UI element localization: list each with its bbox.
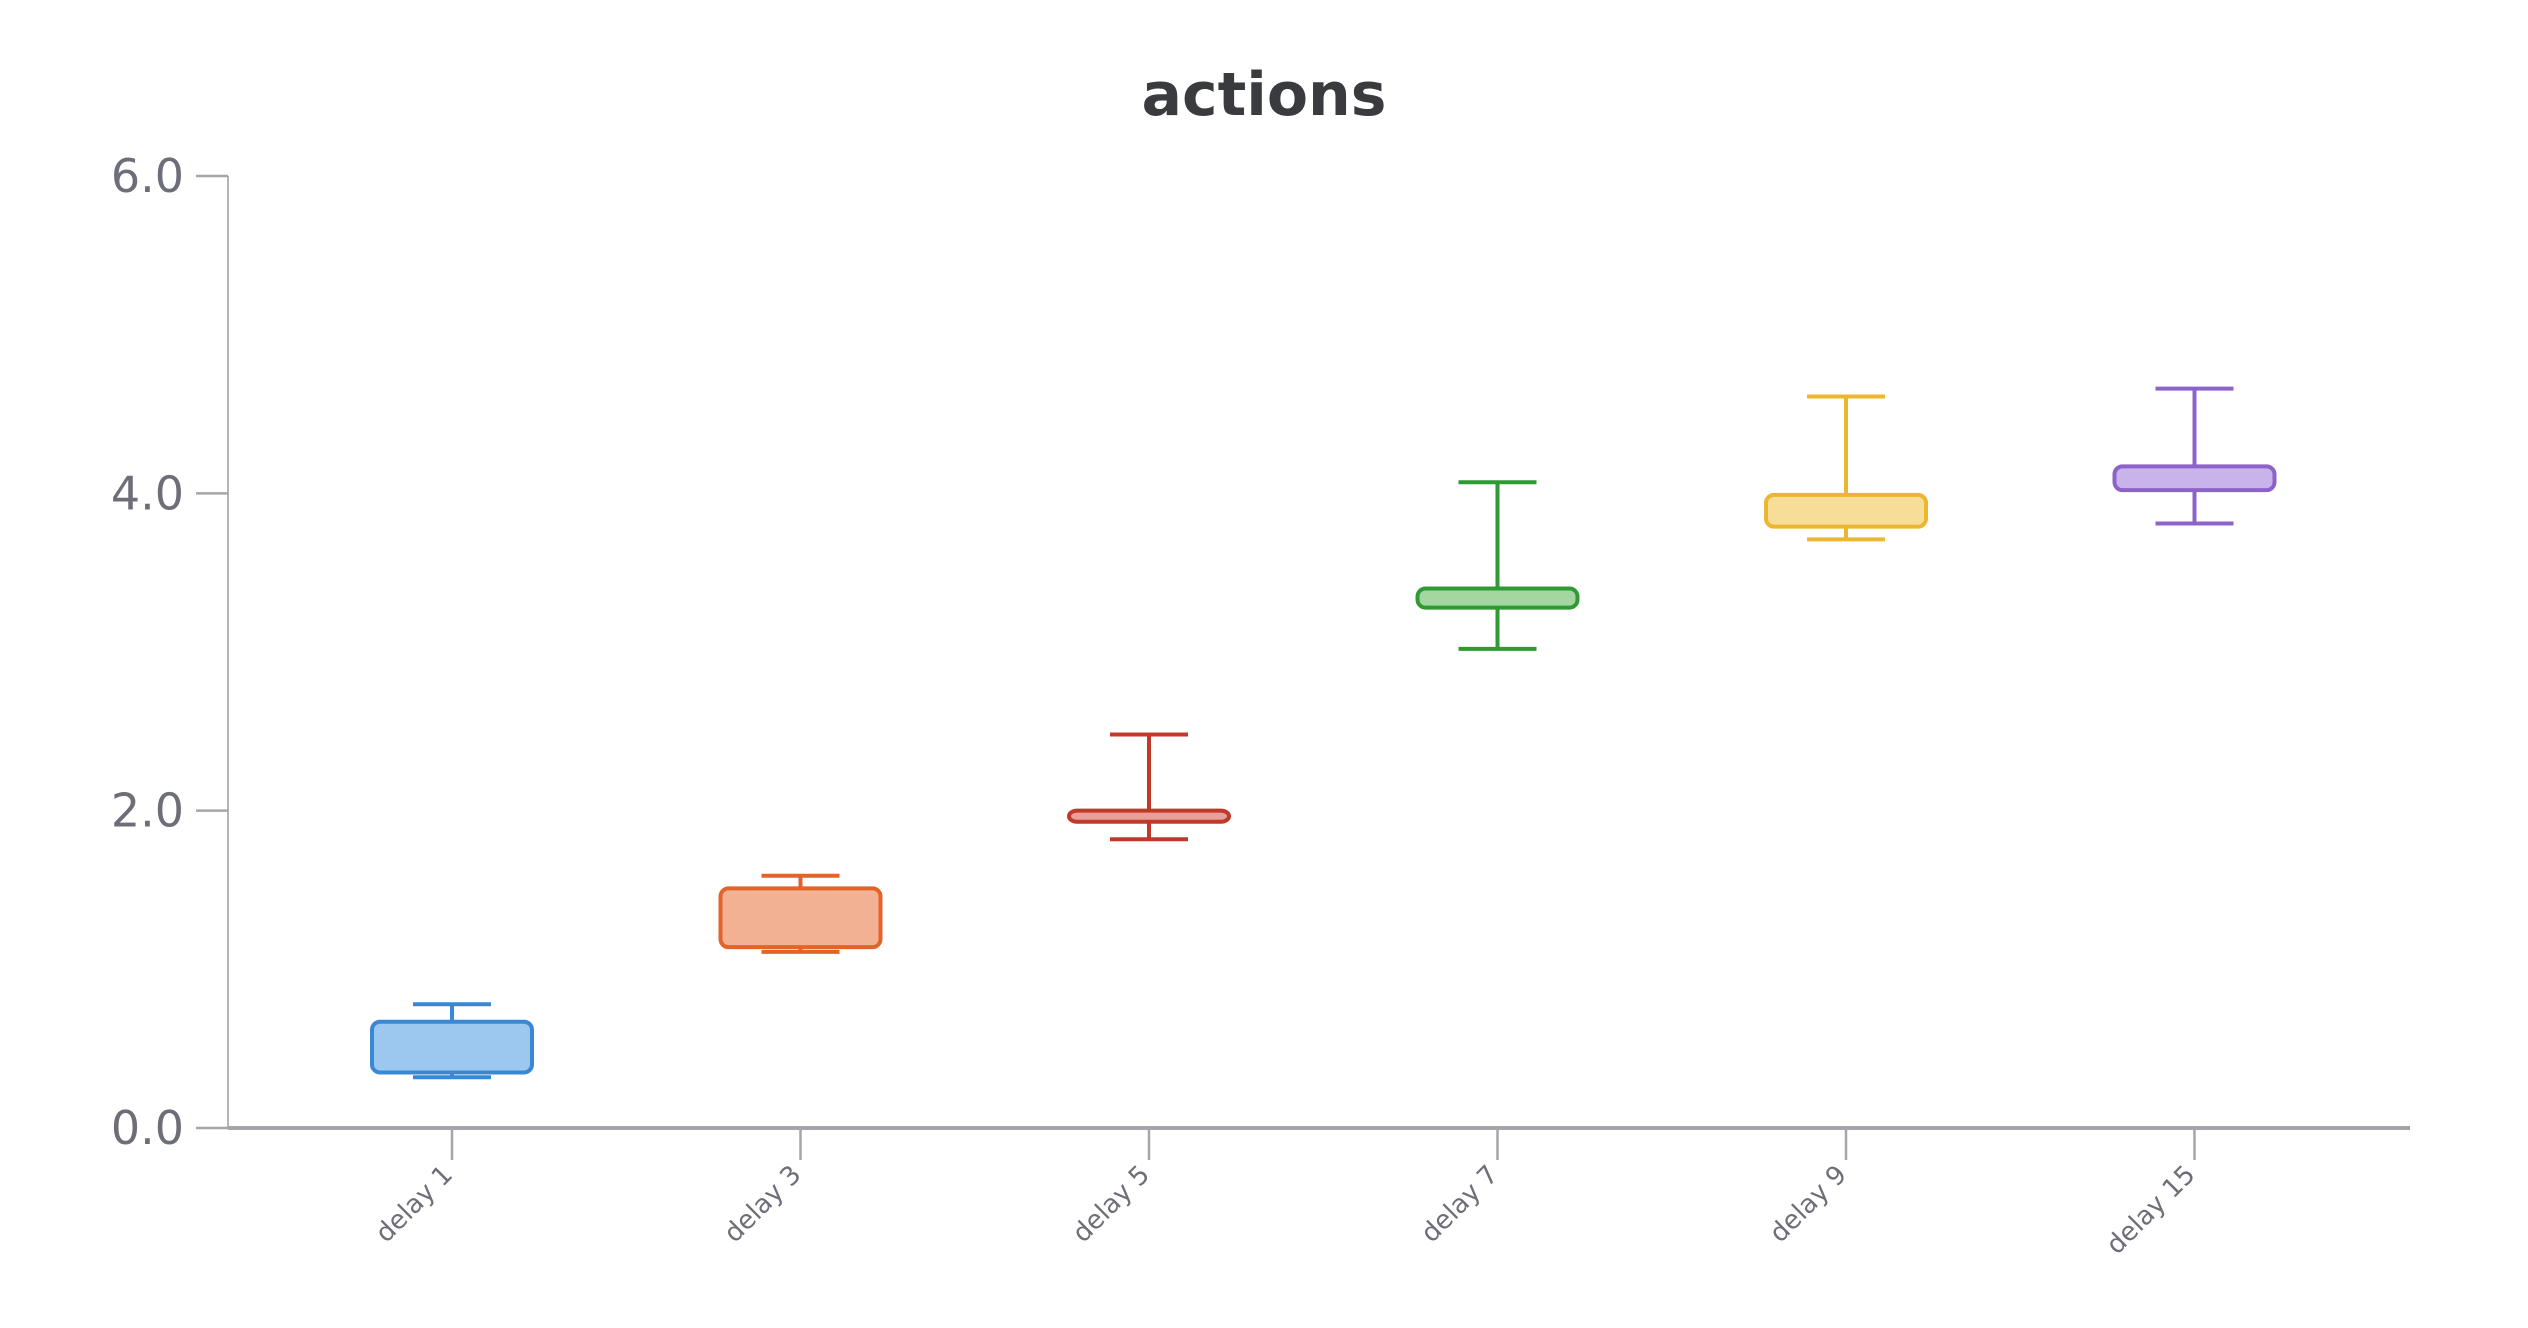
x-tick-label: delay 15 bbox=[2101, 1160, 2202, 1261]
y-tick-label: 4.0 bbox=[111, 466, 184, 520]
box-body bbox=[718, 886, 883, 950]
box-delay-15 bbox=[2112, 386, 2277, 526]
y-tick-label: 6.0 bbox=[111, 149, 184, 203]
box-body bbox=[1764, 492, 1928, 529]
x-tick-label: delay 5 bbox=[1067, 1160, 1156, 1249]
box-delay-3 bbox=[718, 873, 883, 954]
x-tick-label: delay 1 bbox=[370, 1160, 459, 1249]
box-delay-1 bbox=[370, 1002, 534, 1080]
box-body bbox=[1067, 808, 1231, 824]
x-tick-label: delay 7 bbox=[1415, 1160, 1504, 1249]
box-delay-9 bbox=[1764, 394, 1928, 542]
box-delay-7 bbox=[1415, 480, 1580, 651]
box-body bbox=[370, 1019, 534, 1075]
boxes bbox=[370, 386, 2277, 1080]
y-tick-label: 0.0 bbox=[111, 1101, 184, 1155]
chart-title: actions bbox=[1141, 60, 1387, 130]
x-tick-label: delay 9 bbox=[1764, 1160, 1853, 1249]
box-delay-5 bbox=[1067, 732, 1231, 842]
x-tick-label: delay 3 bbox=[718, 1160, 807, 1249]
box-body bbox=[2112, 464, 2277, 493]
y-tick-label: 2.0 bbox=[111, 784, 184, 838]
axes: 0.0 2.0 4.0 6.0 delay 1 delay 3 delay 5 delay 7… bbox=[111, 149, 2410, 1260]
box-body bbox=[1415, 586, 1580, 610]
